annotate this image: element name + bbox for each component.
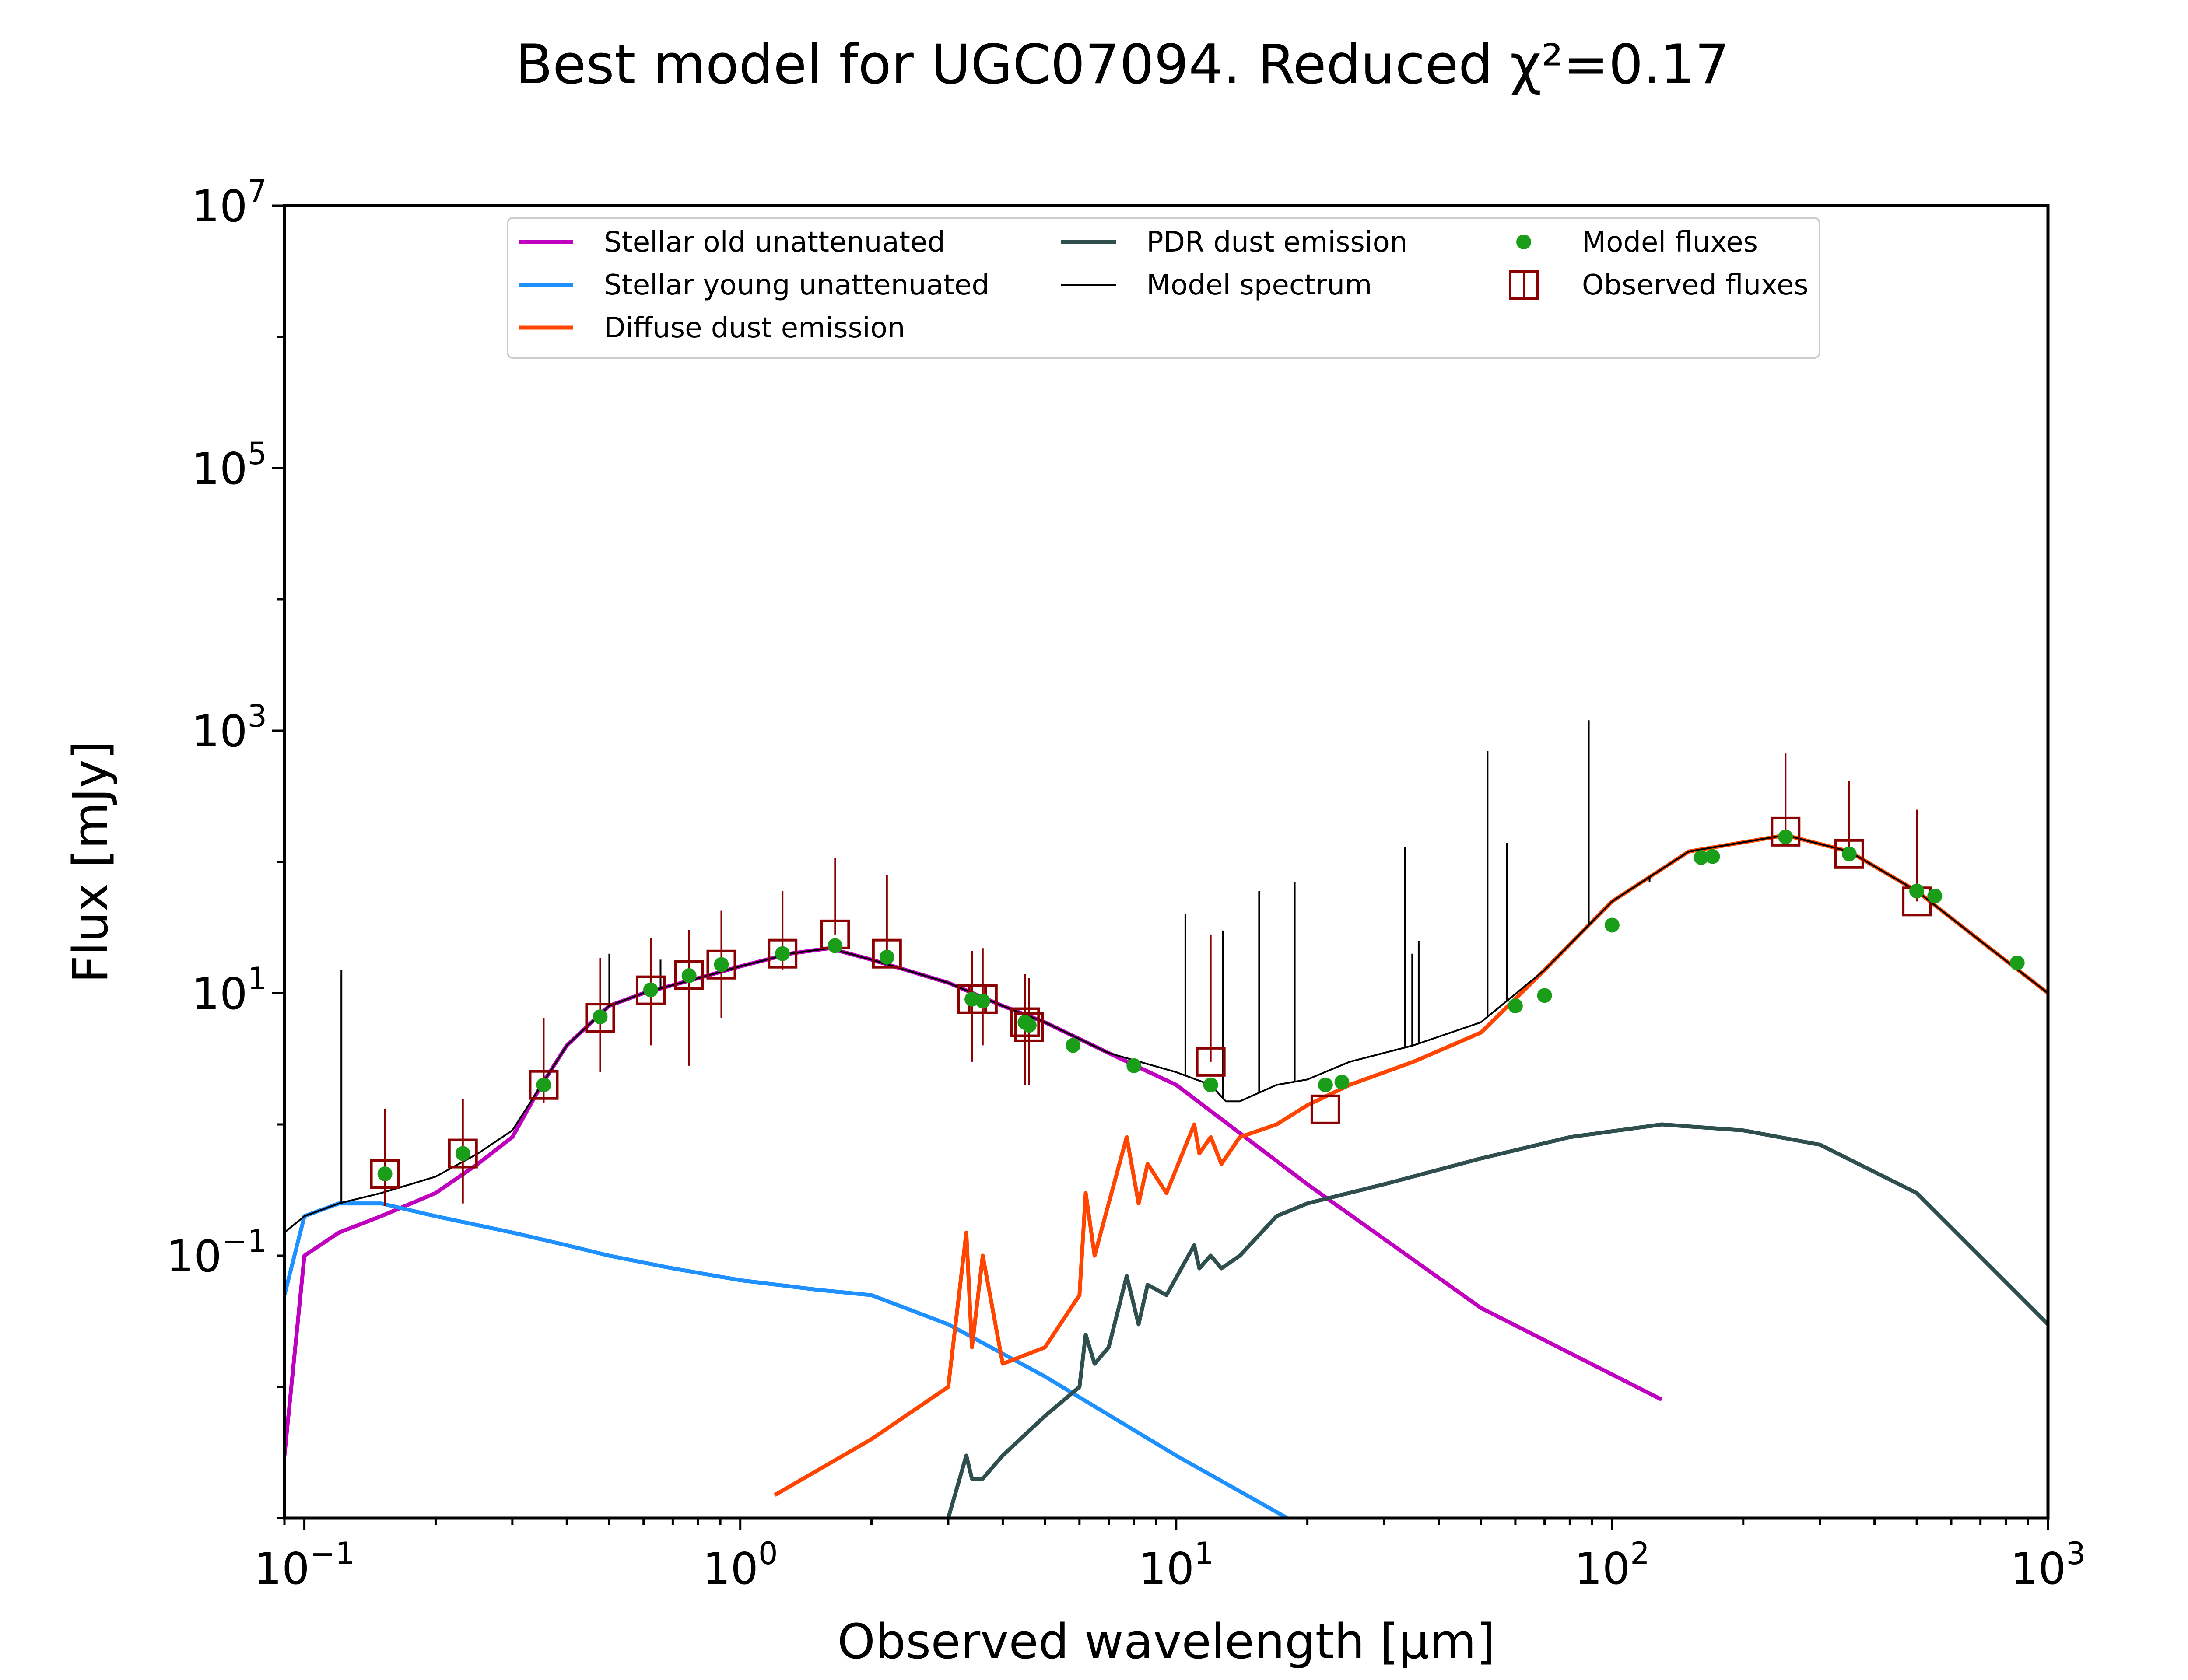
chart-title: Best model for UGC07094. Reduced χ²=0.17 [515,33,1729,96]
observed-flux-marker [635,975,666,1005]
model-flux-point [1604,917,1620,933]
model-flux-point [593,1009,608,1025]
observed-flux-marker [448,1138,478,1169]
model-flux-point [1705,849,1720,864]
model-flux-point [714,957,729,972]
model-flux-point [1508,998,1523,1014]
model-flux-point [1537,988,1552,1003]
legend-item-stellar-young-unattenuated: Stellar young unattenuated [519,269,989,301]
legend: Stellar old unattenuated Stellar young un… [507,217,1820,359]
x-axis-label: Observed wavelength [μm] [838,1614,1495,1670]
x-tick-label: 100 [703,1536,778,1594]
legend-label: Stellar old unattenuated [604,226,945,259]
x-tick-label: 102 [1574,1536,1650,1594]
observed-flux-marker [529,1070,559,1100]
y-tick-label: 105 [192,436,267,494]
model-flux-point [1694,850,1709,865]
series-line-pdr-dust-emission [946,1122,2048,1518]
model-flux-point [536,1077,551,1092]
legend-swatch-model-fluxes [1516,234,1531,249]
axis-ticks: 10−1 100 101 102 103 10−1 101 103 105 107 [166,173,2086,1594]
model-flux-point [1927,888,1943,903]
observed-flux-marker [872,938,902,969]
plot-marker-layer [370,753,2025,1206]
model-flux-point [377,1166,393,1182]
model-flux-point [975,994,990,1009]
model-flux-point [1066,1038,1081,1053]
legend-label: Observed fluxes [1582,269,1809,301]
model-flux-point [643,982,658,998]
model-flux-point [2009,955,2025,970]
series-line-model-spectrum [284,834,2048,1233]
legend-item-model-spectrum: Model spectrum [1061,269,1372,301]
model-flux-point [1126,1058,1142,1073]
y-tick-label: 10−1 [166,1223,267,1282]
model-flux-point [455,1146,470,1161]
plot-series-layer [284,720,2048,1518]
y-tick-label: 101 [192,961,267,1019]
y-tick-label: 103 [192,698,267,757]
model-flux-point [879,949,894,965]
legend-label: Stellar young unattenuated [604,269,989,301]
legend-item-pdr-dust-emission: PDR dust emission [1061,226,1407,259]
legend-box [507,217,1820,359]
observed-flux-marker [1010,1007,1040,1037]
legend-label: PDR dust emission [1147,226,1407,259]
observed-flux-marker [706,949,736,980]
observed-flux-marker [674,960,704,990]
model-flux-point [775,946,790,961]
model-flux-point [1841,846,1857,861]
observed-flux-marker [1771,816,1801,847]
observed-flux-marker [1196,1046,1226,1077]
legend-label: Diffuse dust emission [604,312,905,344]
legend-item-observed-fluxes: Observed fluxes [1509,269,1809,301]
x-tick-label: 10−1 [254,1536,354,1594]
y-tick-label: 107 [192,173,267,232]
legend-label: Model spectrum [1147,269,1372,301]
legend-label: Model fluxes [1582,226,1758,259]
x-tick-label: 103 [2010,1536,2086,1594]
legend-item-stellar-old-unattenuated: Stellar old unattenuated [519,226,945,259]
observed-flux-marker [1834,839,1864,869]
model-flux-point [1203,1077,1218,1092]
observed-flux-marker [1014,1012,1044,1042]
model-flux-point [1334,1074,1350,1090]
observed-flux-marker [585,1003,615,1033]
observed-flux-marker [1310,1094,1340,1124]
x-tick-label: 101 [1139,1536,1214,1594]
model-flux-point [681,968,697,983]
model-flux-point [828,938,843,953]
model-flux-point [1909,883,1925,899]
model-flux-point [1778,829,1793,844]
model-flux-point [1021,1018,1037,1033]
legend-item-model-fluxes: Model fluxes [1516,226,1758,259]
y-axis-label: Flux [mJy] [63,741,119,983]
legend-item-diffuse-dust-emission: Diffuse dust emission [519,312,905,344]
model-flux-point [1318,1077,1333,1092]
observed-flux-marker [768,938,798,969]
series-line-stellar-young-unattenuated [284,1201,1289,1518]
observed-flux-marker [370,1159,400,1189]
